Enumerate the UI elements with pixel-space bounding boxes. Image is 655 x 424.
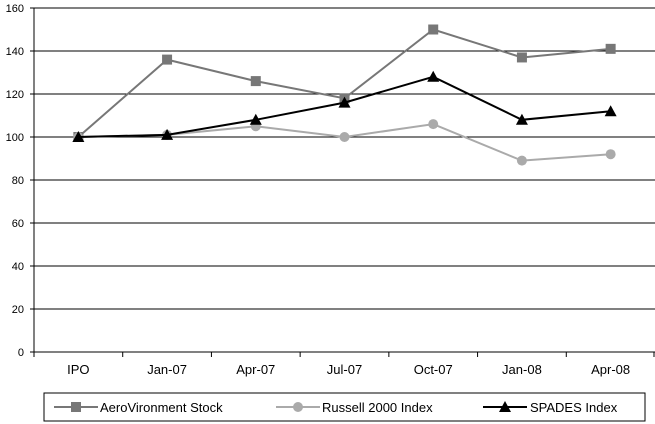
y-axis-ticks: 0 20 40 60 80 100 120 140 160	[6, 3, 34, 359]
series-layer	[72, 24, 617, 166]
legend-swatch-marker	[293, 402, 303, 412]
data-point	[72, 131, 85, 142]
data-point	[604, 105, 617, 117]
x-axis: IPO Jan-07 Apr-07 Jul-07 Oct-07 Jan-08 Apr-08	[33, 8, 655, 377]
series-0	[73, 24, 616, 142]
y-tick-label: 20	[12, 304, 24, 316]
data-point	[162, 54, 173, 65]
x-tick-label: IPO	[67, 362, 89, 377]
data-point	[427, 70, 440, 82]
legend-swatch-marker	[71, 402, 81, 412]
x-tick-label: Jan-07	[147, 362, 187, 377]
data-point	[249, 113, 262, 125]
series-line	[77, 28, 611, 138]
x-tick-label: Apr-07	[236, 362, 275, 377]
legend-label: AeroVironment Stock	[100, 400, 223, 415]
x-tick-label: Jan-08	[502, 362, 542, 377]
y-tick-label: 80	[12, 175, 24, 187]
data-point	[605, 149, 616, 160]
y-tick-label: 100	[6, 132, 24, 144]
x-tick-label: Oct-07	[414, 362, 453, 377]
y-tick-label: 0	[18, 347, 24, 359]
legend-box	[43, 392, 646, 422]
data-point	[516, 155, 527, 166]
data-point	[516, 52, 527, 63]
series-2	[72, 70, 617, 142]
series-line	[78, 123, 611, 162]
legend-item-2: SPADES Index	[483, 400, 618, 415]
data-point	[338, 96, 351, 108]
legend-label: Russell 2000 Index	[322, 400, 433, 415]
data-point	[605, 43, 616, 54]
y-tick-label: 140	[6, 46, 24, 58]
x-tick-label: Jul-07	[327, 362, 362, 377]
data-point	[250, 76, 261, 87]
y-tick-label: 40	[12, 261, 24, 273]
series-1	[73, 119, 616, 166]
data-point	[339, 132, 350, 142]
legend-item-0: AeroVironment Stock	[54, 400, 223, 415]
data-point	[161, 128, 174, 140]
grid-lines	[34, 7, 655, 353]
data-point	[428, 119, 439, 130]
legend-label: SPADES Index	[530, 400, 618, 415]
legend-item-1: Russell 2000 Index	[276, 400, 433, 415]
legend-swatch-marker	[499, 401, 511, 412]
x-tick-label: Apr-08	[591, 362, 630, 377]
data-point	[515, 113, 528, 125]
legend: AeroVironment Stock Russell 2000 Index SPA…	[43, 392, 646, 422]
y-tick-label: 160	[6, 3, 24, 15]
data-point	[428, 24, 439, 35]
y-tick-label: 120	[6, 89, 24, 101]
y-tick-label: 60	[12, 218, 24, 230]
